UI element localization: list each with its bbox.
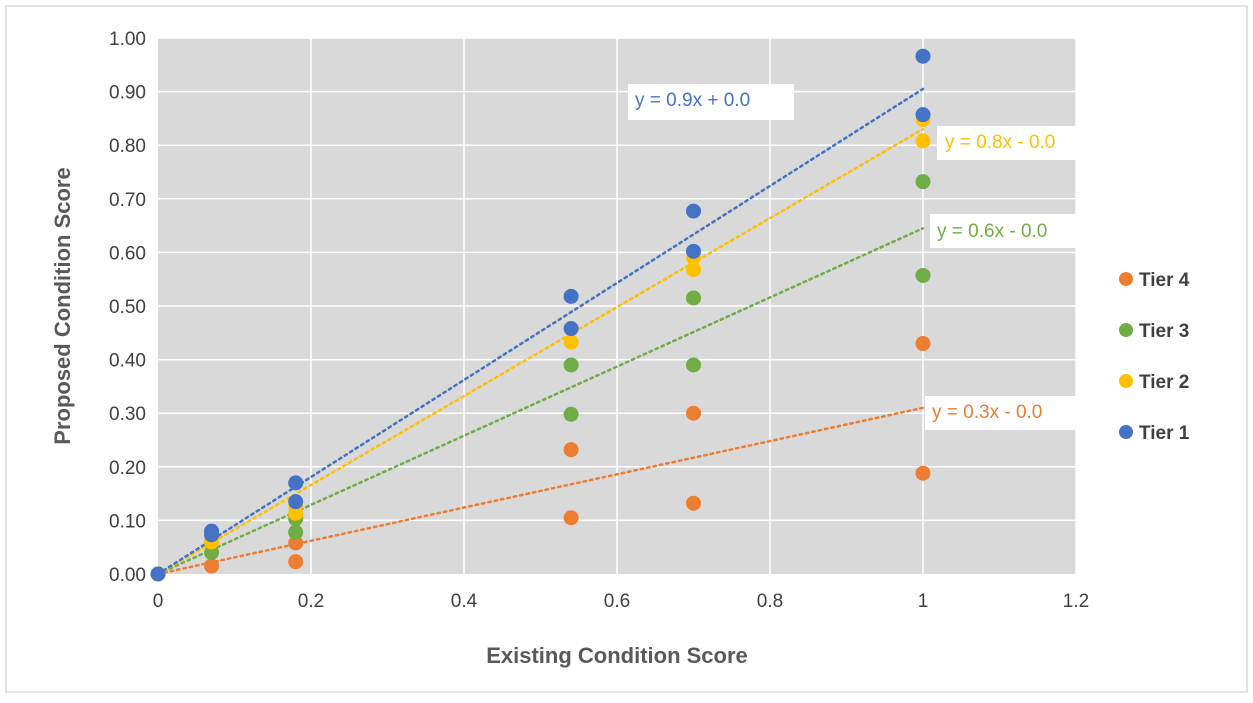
trendline-equations: y = 0.3x - 0.0 y = 0.6x - 0.0 y = 0.8x - 0…: [628, 84, 1099, 430]
data-point: [288, 554, 304, 570]
trendline-equation-box: [930, 214, 1090, 248]
data-point: [686, 495, 701, 511]
data-point: [563, 510, 579, 526]
y-tick-label: 0.80: [109, 136, 146, 157]
data-point: [563, 334, 579, 350]
data-point: [686, 262, 701, 278]
data-point: [288, 475, 304, 491]
x-tick-label: 0.4: [451, 591, 478, 612]
data-point: [686, 203, 701, 219]
trendline-equation-box: [925, 396, 1085, 430]
legend-marker: [1119, 272, 1133, 286]
data-point: [288, 494, 304, 510]
data-point: [686, 290, 701, 306]
data-points: [150, 48, 931, 582]
legend-label: Tier 3: [1139, 321, 1189, 342]
y-axis-title: Proposed Condition Score: [50, 167, 75, 444]
data-point: [915, 267, 931, 283]
y-tick-label: 0.00: [109, 565, 146, 586]
trendline-equation: y = 0.8x - 0.0: [945, 132, 1055, 153]
data-point: [915, 133, 931, 149]
data-point: [686, 357, 701, 373]
y-tick-label: 0.40: [109, 351, 146, 372]
data-point: [915, 465, 931, 481]
data-point: [563, 321, 579, 337]
y-tick-label: 0.30: [109, 404, 146, 425]
data-point: [204, 523, 220, 539]
data-point: [204, 558, 220, 574]
data-point: [915, 174, 931, 190]
y-tick-label: 0.50: [109, 297, 146, 318]
legend-label: Tier 1: [1139, 423, 1190, 444]
y-tick-label: 0.70: [109, 190, 146, 211]
data-point: [563, 288, 579, 304]
trendline-equation: y = 0.3x - 0.0: [932, 402, 1042, 423]
trendlines: [156, 87, 925, 576]
y-tick-label: 1.00: [109, 29, 146, 50]
x-tick-label: 1: [918, 591, 929, 612]
tick-labels: 0 0.2 0.4 0.6 0.8 1 1.2 0.00 0.10 0.20 0.30 0.40 0.5…: [109, 29, 1089, 612]
legend-marker: [1119, 425, 1133, 439]
legend-marker: [1119, 323, 1133, 337]
x-tick-label: 0: [153, 591, 164, 612]
trendline-equation-box: [628, 84, 794, 120]
data-point: [150, 566, 166, 582]
legend-label: Tier 4: [1139, 270, 1190, 291]
trendline-equation: y = 0.6x - 0.0: [937, 221, 1047, 242]
data-point: [686, 243, 701, 259]
legend-label: Tier 2: [1139, 372, 1189, 393]
trendline-equation: y = 0.9x + 0.0: [635, 90, 750, 111]
trendline: [156, 227, 925, 576]
legend-marker: [1119, 374, 1133, 388]
x-tick-label: 1.2: [1063, 591, 1089, 612]
x-tick-label: 0.8: [757, 591, 783, 612]
data-point: [686, 405, 701, 421]
data-point: [204, 545, 220, 561]
trendline: [156, 127, 925, 576]
data-point: [915, 48, 931, 64]
x-tick-label: 0.6: [604, 591, 630, 612]
data-point: [563, 357, 579, 373]
y-tick-label: 0.20: [109, 458, 146, 479]
data-point: [915, 107, 931, 123]
data-point: [288, 535, 304, 551]
x-tick-label: 0.2: [298, 591, 324, 612]
trendline: [156, 87, 925, 576]
data-point: [563, 406, 579, 422]
trendline: [156, 406, 925, 576]
data-point: [288, 524, 304, 540]
y-tick-label: 0.10: [109, 511, 146, 532]
x-axis-title: Existing Condition Score: [486, 643, 748, 668]
data-point: [915, 336, 931, 352]
data-point: [563, 442, 579, 458]
y-tick-label: 0.60: [109, 243, 146, 264]
legend: Tier 4 Tier 3 Tier 2 Tier 1: [1119, 270, 1190, 444]
y-tick-label: 0.90: [109, 83, 146, 104]
trendline-equation-box: [937, 126, 1099, 160]
